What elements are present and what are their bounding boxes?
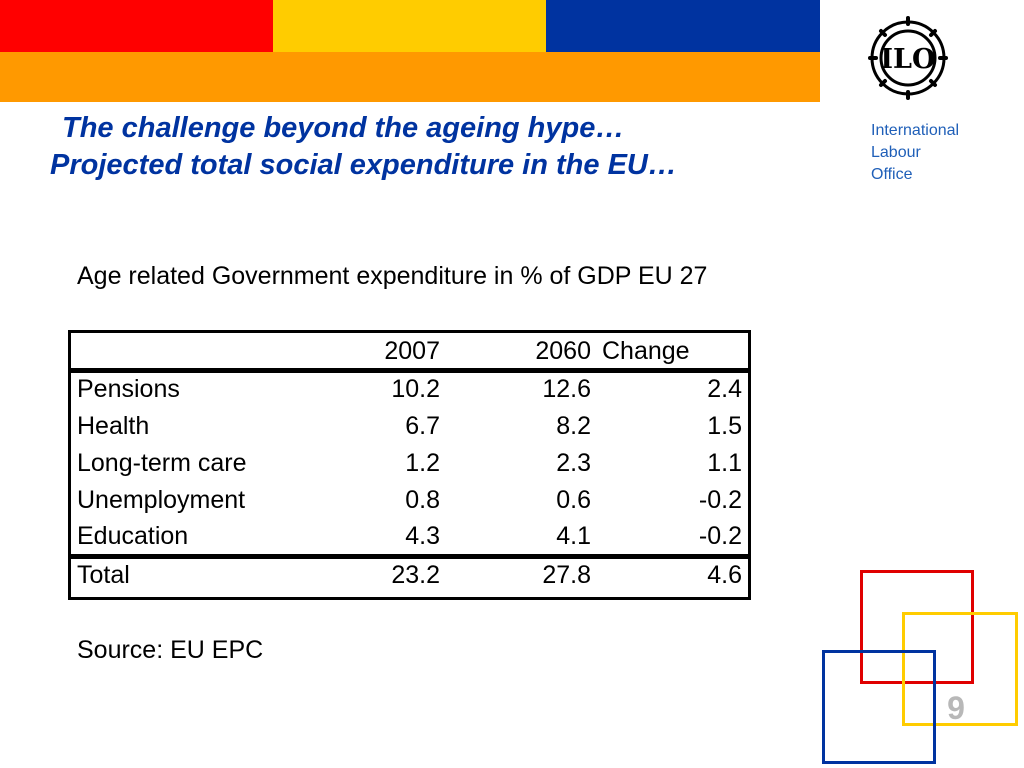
expenditure-table [68, 330, 751, 600]
total-divider [68, 554, 751, 559]
cell-2007: 6.7 [405, 412, 440, 440]
total-2060: 27.8 [542, 561, 591, 589]
decorative-square-yellow [902, 612, 1018, 726]
decorative-square-blue [822, 650, 936, 764]
cell-2007: 10.2 [391, 375, 440, 403]
header-divider [68, 368, 751, 373]
cell-2060: 2.3 [556, 449, 591, 477]
cell-2007: 4.3 [405, 522, 440, 550]
cell-2060: 8.2 [556, 412, 591, 440]
cell-2060: 12.6 [542, 375, 591, 403]
column-header-2060: 2060 [535, 337, 591, 365]
row-label: Education [77, 522, 189, 550]
column-header-change: Change [602, 337, 690, 365]
cell-2060: 4.1 [556, 522, 591, 550]
row-label: Unemployment [77, 486, 246, 514]
header-band-yellow [273, 0, 546, 52]
slide-number: 9 [947, 690, 965, 726]
ilo-emblem-icon: ILO [868, 16, 948, 100]
total-label: Total [77, 561, 130, 589]
organization-name: International Labour Office [871, 120, 959, 186]
organization-name-line-3: Office [871, 166, 913, 183]
decorative-square-red [860, 570, 974, 684]
row-label: Pensions [77, 375, 180, 403]
cell-2060: 0.6 [556, 486, 591, 514]
header-band-orange [0, 52, 820, 102]
cell-change: 2.4 [707, 375, 742, 403]
cell-change: -0.2 [698, 522, 742, 550]
slide-title-line-2: Projected total social expenditure in th… [50, 149, 677, 181]
organization-name-line-1: International [871, 122, 960, 139]
header-band-red [0, 0, 273, 52]
source-note: Source: EU EPC [77, 636, 264, 664]
column-header-2007: 2007 [384, 337, 440, 365]
cell-2007: 0.8 [405, 486, 440, 514]
total-change: 4.6 [707, 561, 742, 589]
organization-name-line-2: Labour [871, 144, 921, 161]
slide-title-line-1: The challenge beyond the ageing hype… [62, 112, 625, 144]
cell-change: 1.1 [707, 449, 742, 477]
total-2007: 23.2 [391, 561, 440, 589]
table-border [68, 330, 751, 600]
cell-2007: 1.2 [405, 449, 440, 477]
cell-change: 1.5 [707, 412, 742, 440]
row-label: Long-term care [77, 449, 247, 477]
cell-change: -0.2 [698, 486, 742, 514]
row-label: Health [77, 412, 150, 440]
ilo-logo-text: ILO [880, 44, 935, 75]
header-band-blue [546, 0, 820, 52]
table-caption: Age related Government expenditure in % … [77, 262, 708, 290]
